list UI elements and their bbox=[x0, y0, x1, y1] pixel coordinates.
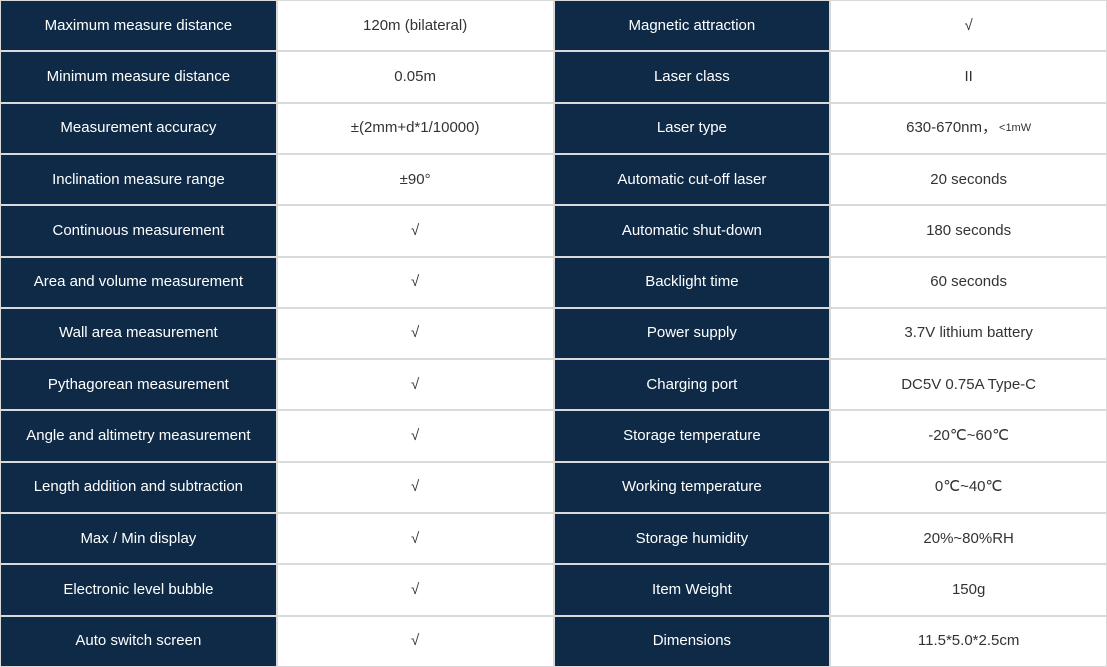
spec-label-left: Wall area measurement bbox=[0, 308, 277, 359]
spec-value-right: 0℃~40℃ bbox=[830, 462, 1107, 513]
spec-label-right: Storage humidity bbox=[554, 513, 831, 564]
spec-value-right: 20 seconds bbox=[830, 154, 1107, 205]
spec-label-right: Automatic shut-down bbox=[554, 205, 831, 256]
spec-value-left: √ bbox=[277, 257, 554, 308]
spec-label-left: Measurement accuracy bbox=[0, 103, 277, 154]
spec-label-left: Minimum measure distance bbox=[0, 51, 277, 102]
spec-label-right: Magnetic attraction bbox=[554, 0, 831, 51]
spec-table: Maximum measure distance120m (bilateral)… bbox=[0, 0, 1107, 667]
spec-value-right: 3.7V lithium battery bbox=[830, 308, 1107, 359]
spec-label-right: Item Weight bbox=[554, 564, 831, 615]
spec-value-subtext: <1mW bbox=[999, 122, 1031, 135]
spec-label-left: Inclination measure range bbox=[0, 154, 277, 205]
spec-label-left: Continuous measurement bbox=[0, 205, 277, 256]
spec-value-right: 60 seconds bbox=[830, 257, 1107, 308]
spec-value-right: 20%~80%RH bbox=[830, 513, 1107, 564]
spec-value-left: √ bbox=[277, 616, 554, 667]
spec-label-left: Pythagorean measurement bbox=[0, 359, 277, 410]
spec-value-left: ±90° bbox=[277, 154, 554, 205]
spec-label-right: Laser type bbox=[554, 103, 831, 154]
spec-label-right: Working temperature bbox=[554, 462, 831, 513]
spec-value-left: √ bbox=[277, 462, 554, 513]
spec-label-left: Length addition and subtraction bbox=[0, 462, 277, 513]
spec-label-left: Maximum measure distance bbox=[0, 0, 277, 51]
spec-value-right: DC5V 0.75A Type-C bbox=[830, 359, 1107, 410]
spec-value-right: 630-670nm，<1mW bbox=[830, 103, 1107, 154]
spec-value-left: 120m (bilateral) bbox=[277, 0, 554, 51]
spec-label-left: Area and volume measurement bbox=[0, 257, 277, 308]
spec-label-right: Charging port bbox=[554, 359, 831, 410]
spec-value-left: √ bbox=[277, 410, 554, 461]
spec-value-right: II bbox=[830, 51, 1107, 102]
spec-value-text: 630-670nm， bbox=[906, 119, 997, 137]
spec-value-left: √ bbox=[277, 205, 554, 256]
spec-label-left: Electronic level bubble bbox=[0, 564, 277, 615]
spec-value-right: -20℃~60℃ bbox=[830, 410, 1107, 461]
spec-label-left: Auto switch screen bbox=[0, 616, 277, 667]
spec-value-left: √ bbox=[277, 564, 554, 615]
spec-value-left: √ bbox=[277, 359, 554, 410]
spec-label-right: Dimensions bbox=[554, 616, 831, 667]
spec-value-right: 150g bbox=[830, 564, 1107, 615]
spec-value-right: 11.5*5.0*2.5cm bbox=[830, 616, 1107, 667]
spec-value-left: √ bbox=[277, 513, 554, 564]
spec-label-left: Angle and altimetry measurement bbox=[0, 410, 277, 461]
spec-value-right: 180 seconds bbox=[830, 205, 1107, 256]
spec-label-left: Max / Min display bbox=[0, 513, 277, 564]
spec-label-right: Backlight time bbox=[554, 257, 831, 308]
spec-value-left: √ bbox=[277, 308, 554, 359]
spec-label-right: Power supply bbox=[554, 308, 831, 359]
spec-label-right: Automatic cut-off laser bbox=[554, 154, 831, 205]
spec-label-right: Laser class bbox=[554, 51, 831, 102]
spec-value-left: ±(2mm+d*1/10000) bbox=[277, 103, 554, 154]
spec-value-right: √ bbox=[830, 0, 1107, 51]
spec-label-right: Storage temperature bbox=[554, 410, 831, 461]
spec-value-left: 0.05m bbox=[277, 51, 554, 102]
